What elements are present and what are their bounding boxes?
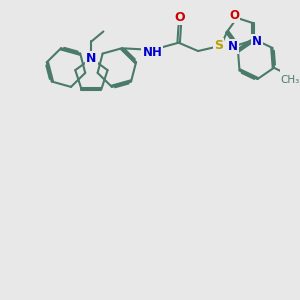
Text: N: N bbox=[228, 40, 238, 53]
Text: N: N bbox=[86, 52, 97, 65]
Text: N: N bbox=[252, 35, 262, 48]
Text: CH₃: CH₃ bbox=[280, 75, 300, 85]
Text: O: O bbox=[229, 9, 239, 22]
Text: O: O bbox=[175, 11, 185, 24]
Text: NH: NH bbox=[142, 46, 162, 59]
Text: S: S bbox=[214, 39, 223, 52]
